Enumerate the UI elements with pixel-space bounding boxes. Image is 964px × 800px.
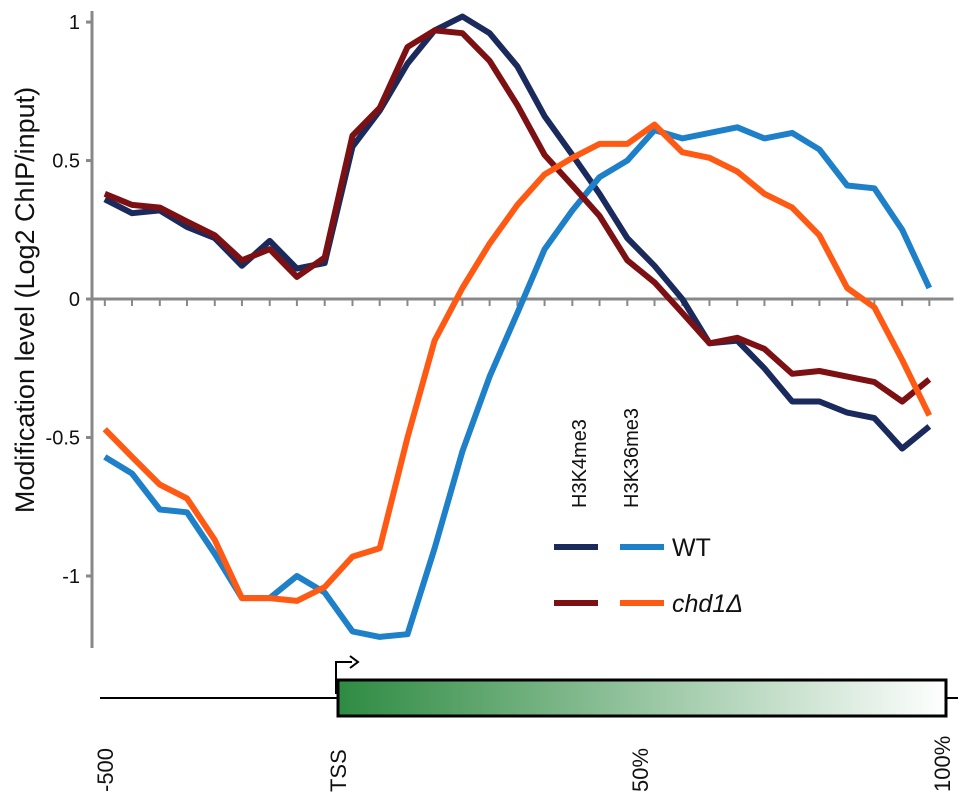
x-tick-label: 50%: [628, 748, 653, 792]
y-axis-title: Modification level (Log2 ChIP/input): [10, 87, 40, 513]
gene-diagram: [100, 655, 958, 718]
tss-arrowhead: [349, 655, 360, 669]
tss-arrow: [335, 661, 352, 694]
y-tick-label: 0: [69, 289, 80, 311]
x-tick-label: 100%: [930, 736, 955, 792]
legend-column-label: H3K36me3: [621, 408, 643, 508]
y-tick-label: 0.5: [52, 151, 80, 173]
legend-row-label: chd1Δ: [672, 590, 743, 618]
y-tick-label: 1: [69, 12, 80, 34]
gene-body: [336, 678, 948, 718]
series-line: [103, 13, 932, 452]
x-tick-label: -500: [93, 748, 118, 792]
legend-column-label: H3K4me3: [569, 419, 591, 508]
series-line: [102, 121, 932, 604]
legend-row-label: WT: [672, 534, 711, 562]
y-tick-label: -0.5: [46, 428, 80, 450]
y-tick-label: -1: [62, 566, 80, 588]
series-line: [103, 27, 932, 405]
x-tick-label: TSS: [326, 749, 351, 792]
